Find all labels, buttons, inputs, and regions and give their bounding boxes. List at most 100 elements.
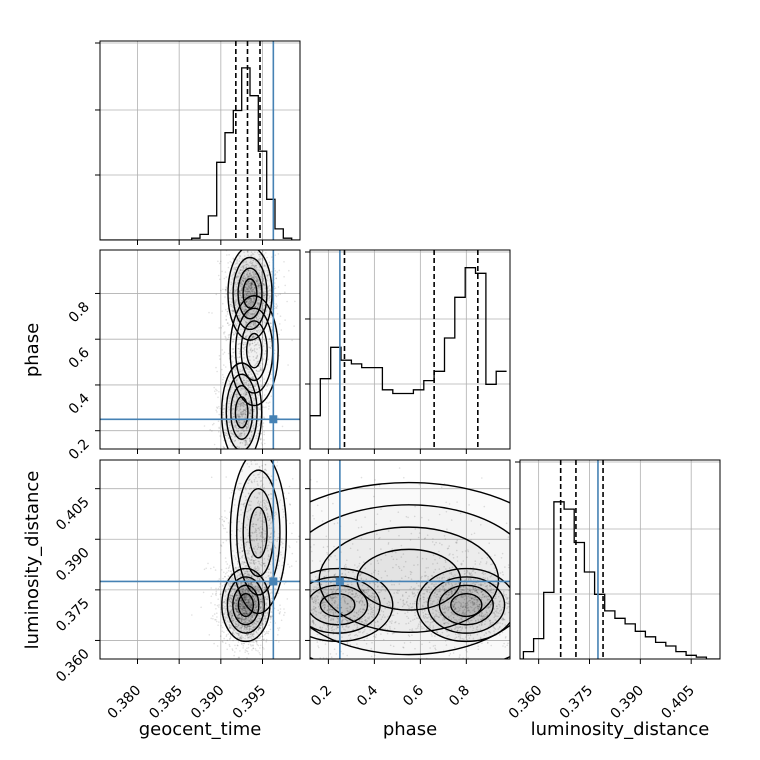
sample-point bbox=[251, 649, 253, 651]
sample-point bbox=[274, 273, 277, 275]
sample-point bbox=[250, 377, 253, 379]
sample-point bbox=[222, 408, 224, 411]
sample-point bbox=[250, 281, 253, 284]
sample-point bbox=[240, 539, 242, 541]
sample-point bbox=[248, 426, 250, 429]
sample-point bbox=[248, 275, 251, 277]
sample-point bbox=[250, 389, 253, 391]
sample-point bbox=[237, 429, 240, 432]
sample-point bbox=[283, 614, 285, 616]
sample-point bbox=[233, 291, 236, 294]
sample-point bbox=[270, 325, 273, 328]
sample-point bbox=[239, 272, 241, 275]
sample-point bbox=[250, 254, 252, 256]
sample-point bbox=[247, 457, 249, 459]
sample-point bbox=[241, 469, 243, 471]
sample-point bbox=[241, 369, 244, 371]
sample-point bbox=[245, 440, 247, 443]
sample-point bbox=[269, 295, 271, 297]
sample-point bbox=[249, 331, 252, 333]
sample-point bbox=[268, 568, 270, 570]
sample-point bbox=[239, 285, 241, 287]
sample-point bbox=[234, 599, 237, 601]
sample-point bbox=[253, 474, 255, 477]
sample-point bbox=[255, 451, 257, 453]
sample-point bbox=[230, 303, 232, 306]
sample-point bbox=[250, 298, 252, 300]
sample-point bbox=[247, 387, 250, 390]
sample-point bbox=[266, 274, 268, 276]
sample-point bbox=[251, 283, 253, 286]
sample-point bbox=[268, 338, 271, 341]
sample-point bbox=[277, 294, 280, 296]
sample-point bbox=[262, 302, 264, 305]
sample-point bbox=[249, 439, 251, 442]
sample-point bbox=[245, 284, 247, 286]
sample-point bbox=[248, 298, 251, 300]
sample-point bbox=[241, 404, 244, 406]
sample-point bbox=[242, 561, 245, 564]
sample-point bbox=[268, 330, 270, 333]
sample-point bbox=[217, 396, 219, 399]
sample-point bbox=[211, 423, 214, 426]
sample-point bbox=[268, 297, 270, 299]
sample-point bbox=[245, 295, 247, 298]
sample-point bbox=[255, 562, 257, 564]
sample-point bbox=[262, 280, 265, 282]
panel-frame bbox=[99, 40, 301, 241]
sample-point bbox=[265, 587, 267, 590]
sample-point bbox=[246, 300, 248, 303]
sample-point bbox=[230, 429, 233, 432]
sample-point bbox=[253, 626, 255, 628]
sample-point bbox=[259, 598, 262, 601]
sample-point bbox=[251, 254, 253, 256]
sample-point bbox=[234, 332, 237, 335]
sample-point bbox=[237, 618, 240, 620]
sample-point bbox=[234, 302, 237, 305]
sample-point bbox=[229, 611, 232, 613]
sample-point bbox=[257, 432, 260, 435]
sample-point bbox=[291, 532, 293, 535]
sample-point bbox=[232, 339, 235, 341]
sample-point bbox=[223, 527, 225, 530]
sample-point bbox=[233, 333, 236, 335]
sample-point bbox=[258, 503, 261, 505]
sample-point bbox=[228, 400, 231, 403]
sample-point bbox=[249, 286, 251, 289]
sample-point bbox=[262, 259, 264, 261]
sample-point bbox=[269, 288, 272, 291]
sample-point bbox=[235, 293, 237, 295]
sample-point bbox=[264, 265, 267, 267]
sample-point bbox=[252, 275, 254, 278]
sample-point bbox=[235, 371, 237, 374]
sample-point bbox=[242, 591, 244, 593]
sample-point bbox=[251, 330, 254, 333]
sample-point bbox=[251, 342, 254, 345]
sample-point bbox=[252, 259, 255, 262]
sample-point bbox=[238, 467, 240, 469]
sample-point bbox=[244, 572, 246, 575]
sample-point bbox=[229, 511, 231, 513]
sample-point bbox=[248, 412, 251, 414]
sample-point bbox=[251, 623, 253, 626]
sample-point bbox=[260, 329, 263, 332]
sample-point bbox=[276, 404, 278, 406]
sample-point bbox=[226, 287, 228, 290]
sample-point bbox=[270, 458, 272, 460]
sample-point bbox=[238, 617, 241, 620]
sample-point bbox=[254, 323, 256, 326]
sample-point bbox=[258, 346, 261, 349]
sample-point bbox=[216, 407, 219, 410]
sample-point bbox=[255, 280, 258, 283]
sample-point bbox=[229, 497, 231, 499]
sample-point bbox=[253, 453, 255, 455]
sample-point bbox=[251, 349, 254, 352]
sample-point bbox=[253, 286, 256, 289]
sample-point bbox=[250, 431, 252, 434]
sample-point bbox=[264, 295, 266, 297]
sample-point bbox=[253, 266, 256, 268]
sample-point bbox=[263, 442, 266, 445]
sample-point bbox=[247, 325, 250, 328]
sample-point bbox=[223, 520, 225, 522]
sample-point bbox=[239, 551, 241, 554]
